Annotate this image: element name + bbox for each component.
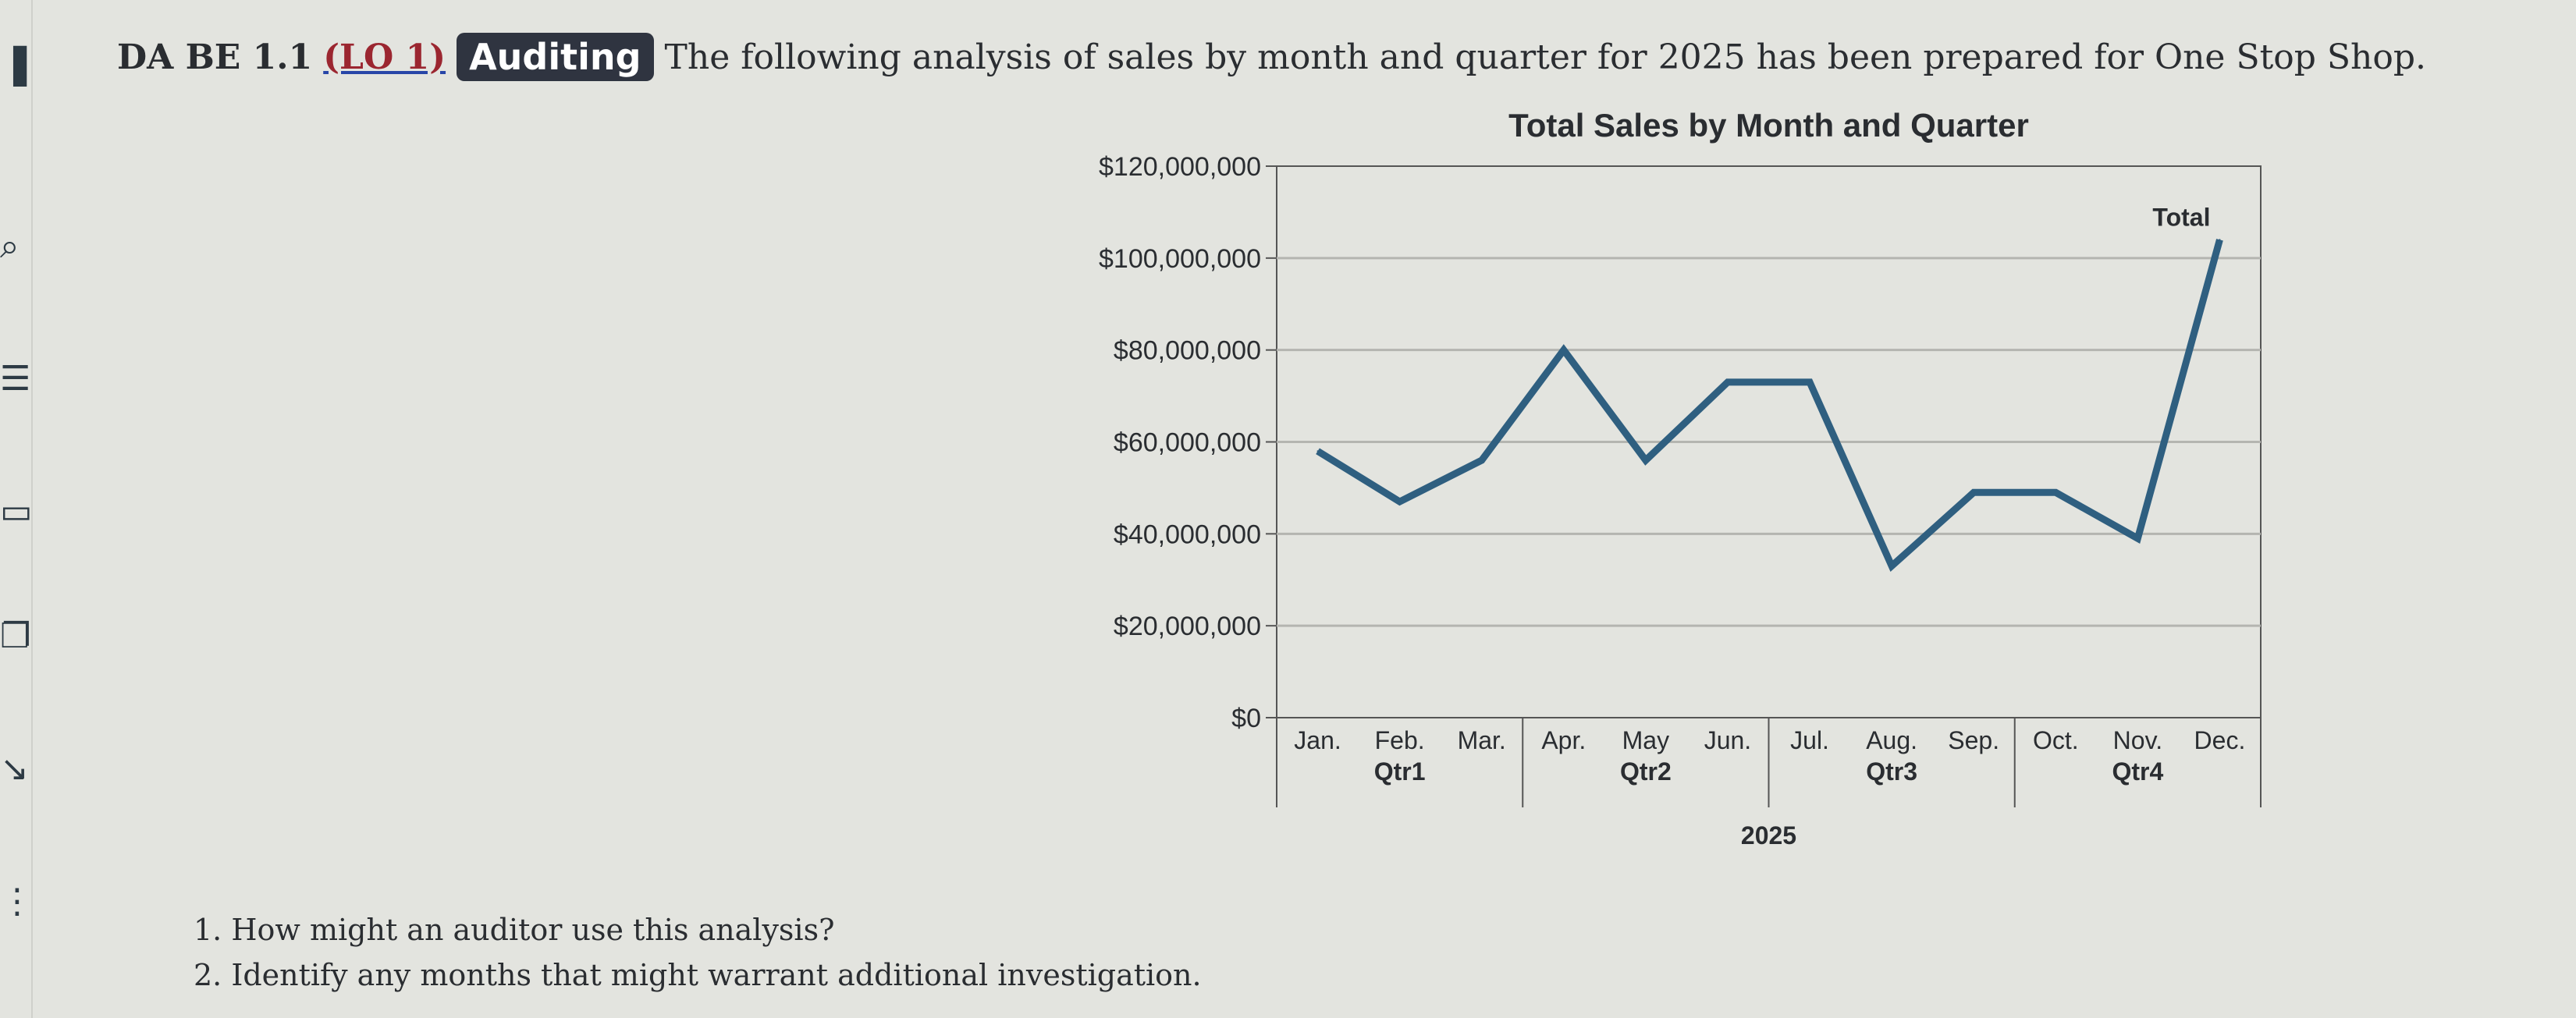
x-tick-label-month: Aug. — [1866, 726, 1917, 754]
x-tick-label-month: Oct. — [2033, 726, 2079, 754]
x-tick-label-month: Jun. — [1704, 726, 1751, 754]
chart-title: Total Sales by Month and Quarter — [1508, 107, 2029, 144]
y-tick-label: $80,000,000 — [1114, 336, 1261, 366]
x-tick-label-month: Mar. — [1458, 726, 1506, 754]
tool-icon[interactable]: ↘ — [0, 749, 29, 789]
exercise-text: The following analysis of sales by month… — [664, 37, 2427, 77]
y-tick-label: $40,000,000 — [1114, 520, 1261, 549]
data-point-aug — [1891, 565, 1893, 567]
x-tick-label-quarter: Qtr4 — [2112, 757, 2163, 786]
data-point-jul — [1809, 381, 1811, 383]
x-axis-label: 2025 — [1741, 821, 1796, 850]
question-2: 2. Identify any months that might warran… — [194, 958, 1202, 992]
sidebar: ▐ ⌕ ☰ ▭ ❐ ↘ ⋮ — [0, 0, 34, 1018]
y-tick-label: $60,000,000 — [1114, 428, 1261, 458]
topic-badge: Auditing — [457, 33, 654, 81]
x-tick-label-month: Jul. — [1790, 726, 1829, 754]
question-1: 1. How might an auditor use this analysi… — [194, 913, 835, 947]
x-tick-label-month: Sep. — [1948, 726, 1999, 754]
data-point-apr — [1562, 349, 1565, 351]
x-tick-label-month: Nov. — [2113, 726, 2162, 754]
data-point-jun — [1726, 381, 1729, 383]
notes-icon[interactable]: ▭ — [0, 491, 33, 531]
data-point-nov — [2137, 537, 2139, 540]
list-icon[interactable]: ☰ — [0, 359, 31, 399]
x-tick-label-quarter: Qtr1 — [1374, 757, 1426, 786]
y-tick-label: $0 — [1231, 704, 1261, 733]
series-line-total — [1316, 239, 2223, 573]
x-tick-label-quarter: Qtr3 — [1866, 757, 1917, 786]
page-icon[interactable]: ❐ — [0, 616, 31, 656]
learning-objective-link[interactable]: (LO 1) — [323, 37, 446, 77]
data-point-feb — [1398, 501, 1401, 503]
y-tick-label: $100,000,000 — [1099, 244, 1261, 274]
exercise-code: DA BE 1.1 — [117, 37, 313, 77]
x-tick-label-month: Jan. — [1294, 726, 1341, 754]
x-tick-label-month: Dec. — [2194, 726, 2246, 754]
data-point-oct — [2055, 491, 2057, 494]
data-point-jan — [1316, 450, 1319, 452]
more-icon[interactable]: ⋮ — [0, 881, 34, 921]
y-tick-label: $120,000,000 — [1099, 152, 1261, 182]
y-tick-label: $20,000,000 — [1114, 612, 1261, 641]
data-point-dec — [2219, 239, 2221, 241]
exercise-header: DA BE 1.1 (LO 1) Auditing The following … — [117, 33, 2426, 81]
x-tick-label-month: Apr. — [1541, 726, 1586, 754]
x-tick-label-month: May — [1622, 726, 1669, 754]
data-point-may — [1644, 459, 1647, 462]
search-icon[interactable]: ⌕ — [0, 226, 20, 266]
bookmark-icon[interactable]: ▐ — [0, 47, 27, 87]
x-tick-label-month: Feb. — [1375, 726, 1425, 754]
data-point-sep — [1973, 491, 1975, 494]
series-label: Total — [2152, 203, 2210, 231]
data-point-mar — [1480, 459, 1483, 462]
x-tick-label-quarter: Qtr2 — [1620, 757, 1672, 786]
